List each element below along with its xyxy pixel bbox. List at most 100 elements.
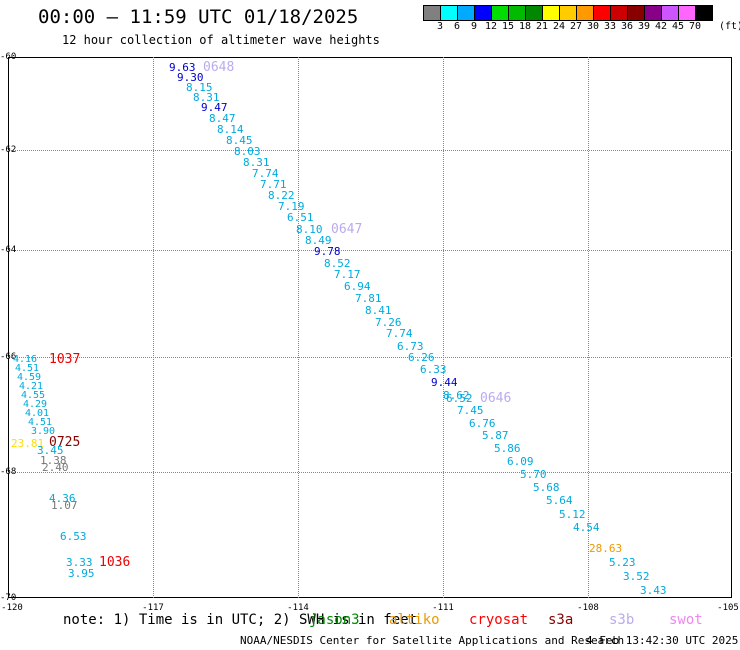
colorbar-label: 70 xyxy=(688,21,702,32)
legend-item-altiko: altiko xyxy=(389,612,440,628)
wave-height-label: 8.62 xyxy=(443,389,470,402)
wave-height-label: 8.31 xyxy=(193,91,220,104)
y-tick-label: -70 xyxy=(0,593,17,603)
x-tick-label: -105 xyxy=(717,603,739,613)
wave-height-label: 3.52 xyxy=(623,570,650,583)
colorbar-swatch xyxy=(508,6,525,20)
pass-time-label: 0648 xyxy=(203,60,235,75)
wave-height-label: 7.17 xyxy=(334,268,361,281)
x-tick-label: -108 xyxy=(577,603,599,613)
colorbar-label: 6 xyxy=(453,21,461,32)
wave-height-label: 6.73 xyxy=(397,340,424,353)
pass-time-label: 0647 xyxy=(331,222,363,237)
map-plot-area xyxy=(8,57,732,598)
colorbar-label: 3 xyxy=(436,21,444,32)
wave-height-label: 4.21 xyxy=(19,381,44,392)
wave-height-label: 9.30 xyxy=(177,71,204,84)
colorbar-swatch xyxy=(576,6,593,20)
colorbar-swatch xyxy=(593,6,610,20)
colorbar-label: 36 xyxy=(620,21,634,32)
wave-height-label: 6.53 xyxy=(60,530,87,543)
wave-height-label: 4.55 xyxy=(21,390,46,401)
colorbar-swatch xyxy=(440,6,457,20)
legend-item-s3b: s3b xyxy=(609,612,635,628)
grid-line xyxy=(588,57,589,598)
wave-height-label: 8.14 xyxy=(217,123,244,136)
wave-height-label: 7.74 xyxy=(252,167,279,180)
wave-height-label: 1.38 xyxy=(40,454,67,467)
colorbar-label: 45 xyxy=(671,21,685,32)
wave-height-label: 5.70 xyxy=(520,468,547,481)
colorbar-swatch xyxy=(559,6,576,20)
colorbar-swatch xyxy=(661,6,678,20)
wave-height-label: 5.86 xyxy=(494,442,521,455)
colorbar-swatch xyxy=(491,6,508,20)
colorbar-label: 39 xyxy=(637,21,651,32)
y-tick-label: -68 xyxy=(0,467,17,477)
wave-height-label: 5.68 xyxy=(533,481,560,494)
legend-item-cryosat: cryosat xyxy=(469,612,529,628)
pass-time-label: 1036 xyxy=(99,555,131,570)
wave-height-label: 8.49 xyxy=(305,234,332,247)
legend-item-jason3: jason3 xyxy=(309,612,360,628)
wave-height-label: 4.16 xyxy=(13,354,38,365)
colorbar-label: 15 xyxy=(501,21,515,32)
wave-height-label: 5.64 xyxy=(546,494,573,507)
wave-height-label: 5.23 xyxy=(609,556,636,569)
wave-height-label: 8.47 xyxy=(209,112,236,125)
grid-line xyxy=(8,357,732,358)
wave-height-label: 9.63 xyxy=(169,61,196,74)
wave-height-label: 6.26 xyxy=(408,351,435,364)
wave-height-label: 7.71 xyxy=(260,178,287,191)
colorbar-label: 33 xyxy=(603,21,617,32)
grid-line xyxy=(8,150,732,151)
y-tick-label: -62 xyxy=(0,145,17,155)
wave-height-label: 4.36 xyxy=(49,492,76,505)
x-tick-label: -114 xyxy=(287,603,309,613)
footer-credit: NOAA/NESDIS Center for Satellite Applica… xyxy=(240,634,625,647)
pass-time-label: 0725 xyxy=(49,435,81,450)
wave-height-label: 6.52 xyxy=(446,392,473,405)
colorbar-unit: (ft) xyxy=(719,21,740,32)
wave-height-label: 8.31 xyxy=(243,156,270,169)
colorbar-swatch xyxy=(627,6,644,20)
wave-height-label: 8.10 xyxy=(296,223,323,236)
wave-height-label: 6.33 xyxy=(420,363,447,376)
wave-height-label: 8.52 xyxy=(324,257,351,270)
wave-height-label: 6.51 xyxy=(287,211,314,224)
wave-height-label: 8.15 xyxy=(186,81,213,94)
colorbar-swatch xyxy=(610,6,627,20)
wave-height-label: 23.81 xyxy=(11,437,45,450)
wave-height-label: 7.19 xyxy=(278,200,305,213)
colorbar-label: 18 xyxy=(518,21,532,32)
colorbar-label: 21 xyxy=(535,21,549,32)
wave-height-label: 4.51 xyxy=(28,417,53,428)
grid-line xyxy=(153,57,154,598)
wave-height-label: 9.78 xyxy=(314,245,341,258)
wave-height-label: 9.47 xyxy=(201,101,228,114)
page-subtitle: 12 hour collection of altimeter wave hei… xyxy=(62,33,380,47)
grid-line xyxy=(8,472,732,473)
x-tick-label: -120 xyxy=(1,603,23,613)
y-tick-label: -66 xyxy=(0,352,17,362)
wave-height-label: 6.76 xyxy=(469,417,496,430)
wave-height-label: 4.29 xyxy=(23,399,48,410)
wave-height-label: 7.26 xyxy=(375,316,402,329)
wave-height-label: 8.41 xyxy=(365,304,392,317)
colorbar-swatch xyxy=(644,6,661,20)
colorbar-label: 30 xyxy=(586,21,600,32)
wave-height-label: 28.63 xyxy=(589,542,623,555)
colorbar-swatch xyxy=(678,6,695,20)
y-tick-label: -64 xyxy=(0,245,17,255)
wave-height-label: 6.94 xyxy=(344,280,371,293)
wave-height-label: 6.09 xyxy=(507,455,534,468)
wave-height-label: 8.45 xyxy=(226,134,253,147)
footer-timestamp: 4 Feb 13:42:30 UTC 2025 xyxy=(586,634,739,647)
colorbar-swatch xyxy=(474,6,491,20)
legend-item-s3a: s3a xyxy=(548,612,574,628)
grid-line xyxy=(298,57,299,598)
y-tick-label: -60 xyxy=(0,52,17,62)
wave-height-label: 4.59 xyxy=(17,372,42,383)
wave-height-label: 3.43 xyxy=(640,584,667,597)
wave-height-label: 7.45 xyxy=(457,404,484,417)
